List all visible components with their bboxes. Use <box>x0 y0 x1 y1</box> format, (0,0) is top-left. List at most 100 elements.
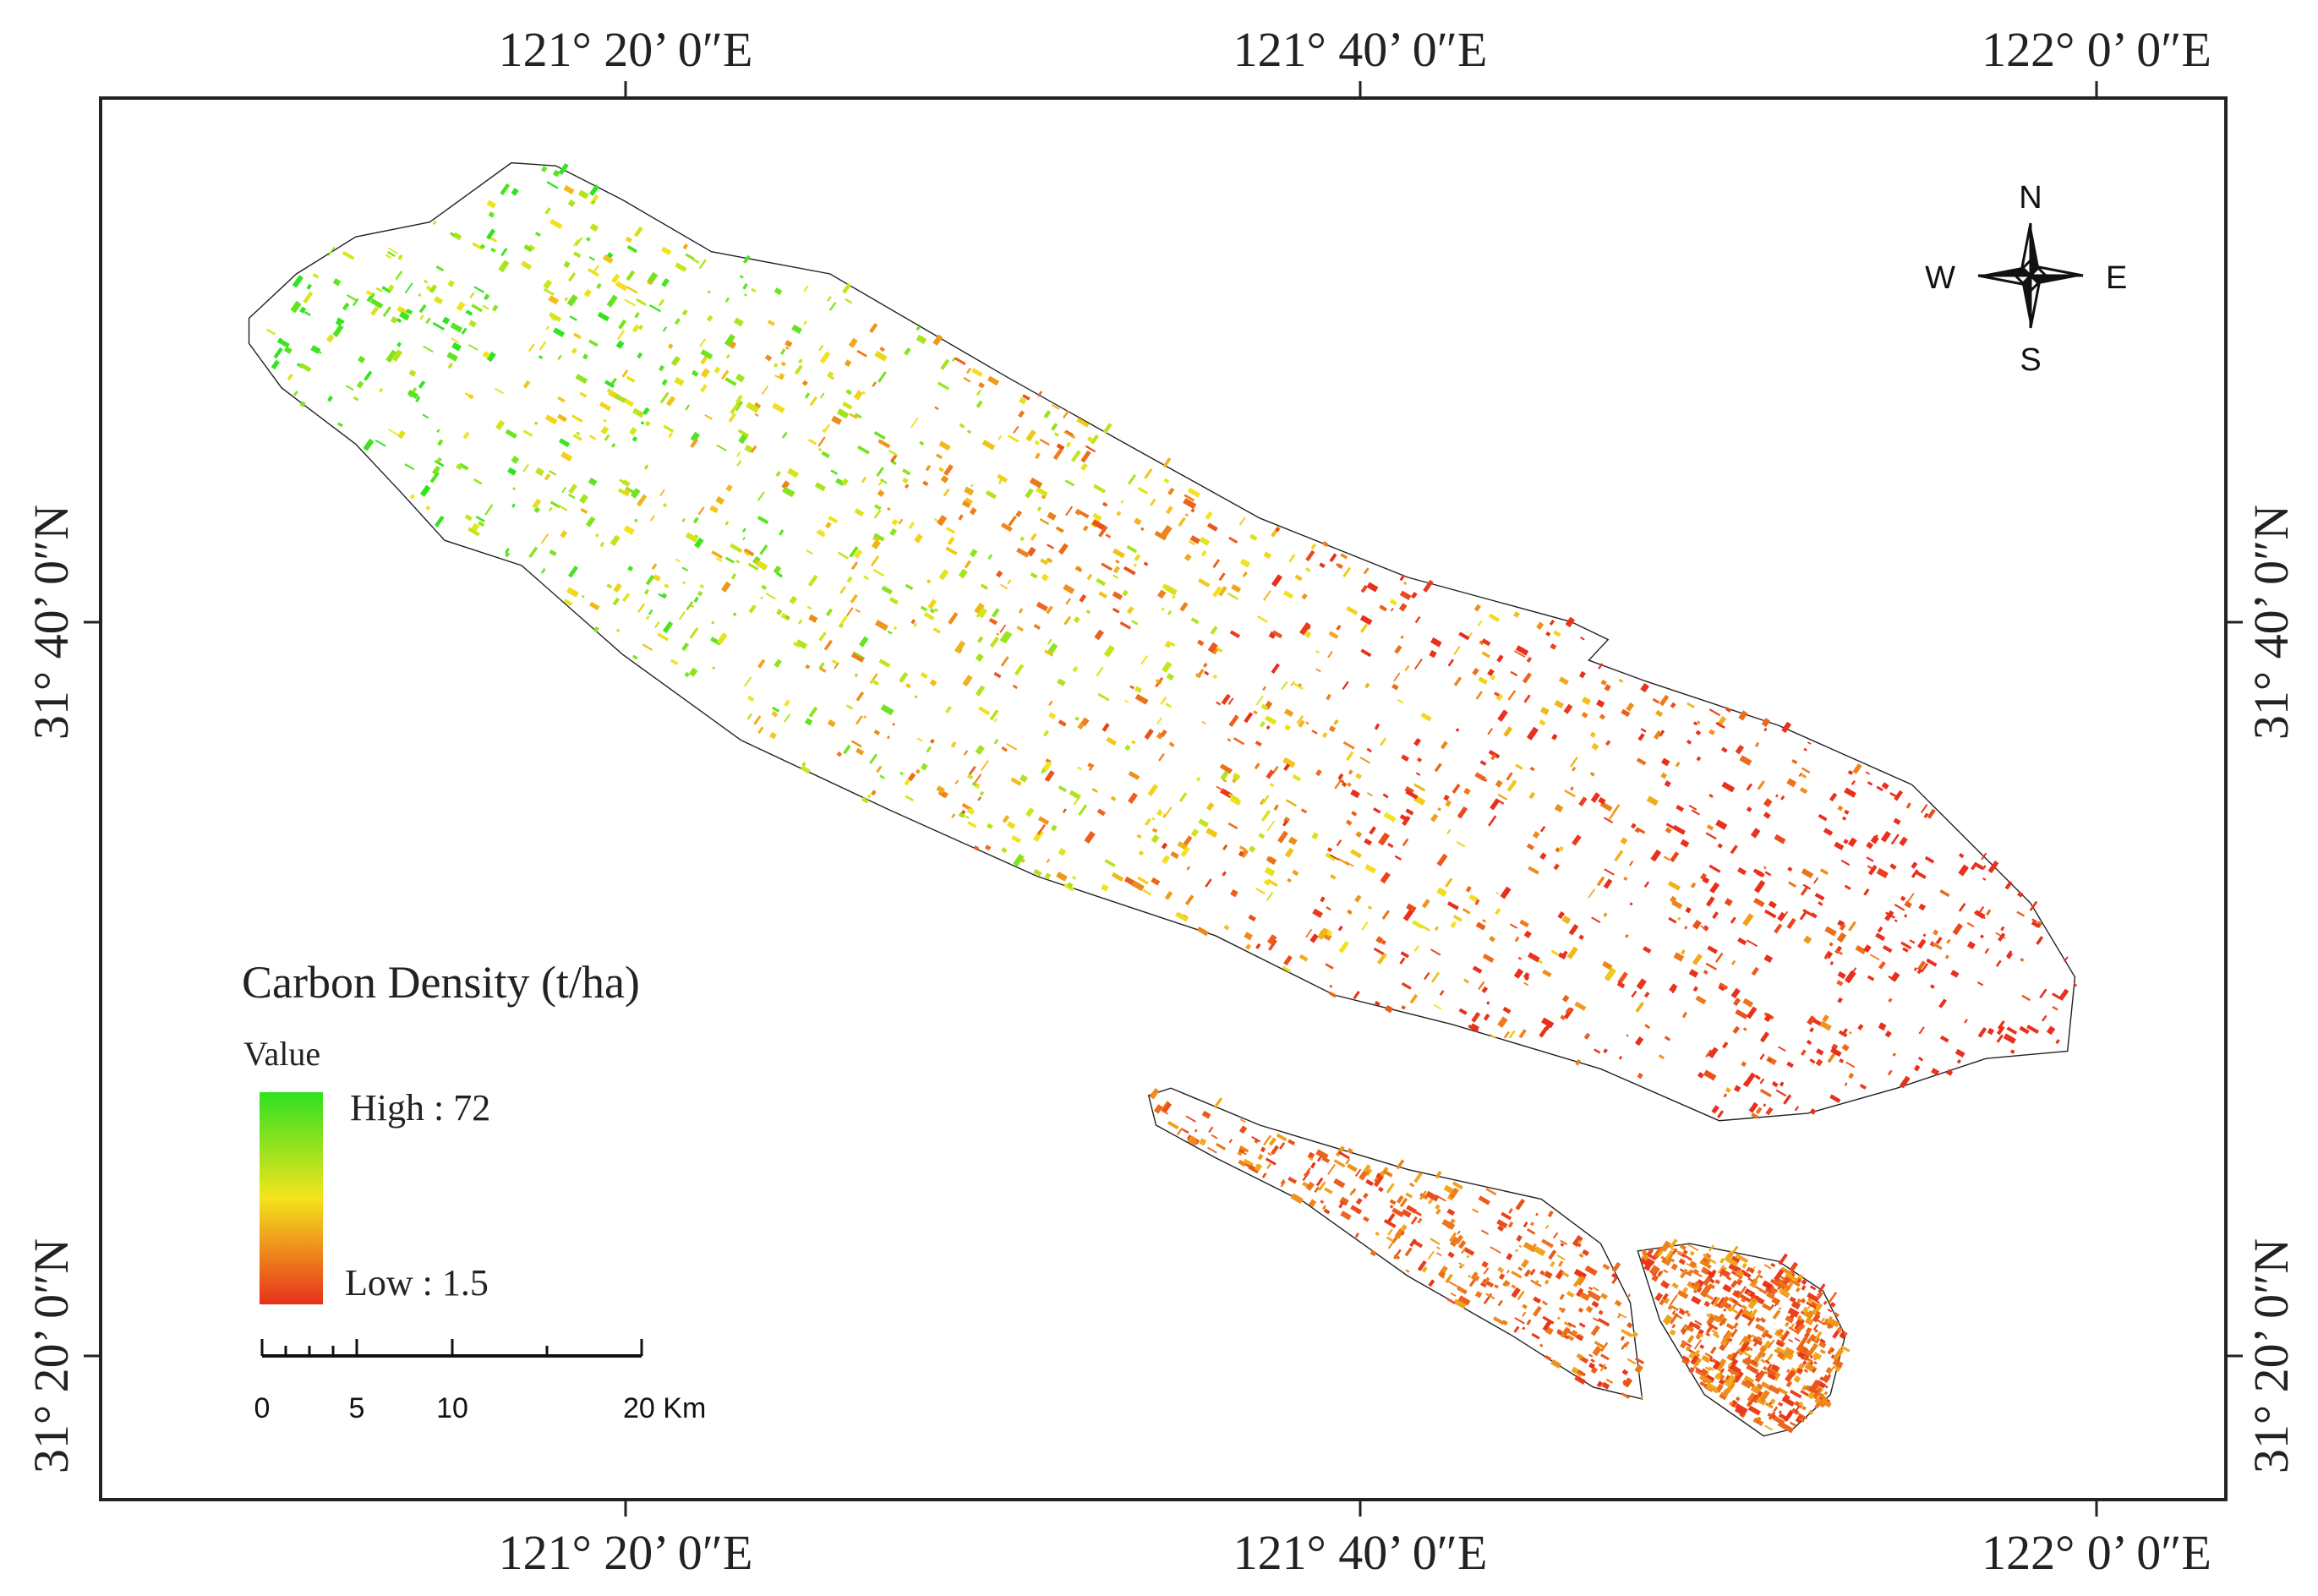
land-patch <box>312 273 320 279</box>
land-patch <box>769 731 777 740</box>
land-patch <box>1980 934 1984 939</box>
land-patch <box>1309 933 1319 943</box>
land-patch <box>1732 1365 1741 1375</box>
land-patch <box>396 342 402 347</box>
land-patch <box>1746 1266 1751 1272</box>
land-patch <box>981 440 996 451</box>
land-patch <box>2031 921 2041 929</box>
land-patch <box>661 379 668 386</box>
land-patch <box>632 407 645 418</box>
land-patch <box>1487 668 1495 677</box>
land-patch <box>1803 1369 1809 1374</box>
land-patch <box>1056 871 1068 882</box>
land-patch <box>858 636 869 648</box>
land-patch <box>1430 948 1441 956</box>
land-patch <box>798 358 803 364</box>
land-patch <box>1419 1190 1427 1200</box>
land-patch <box>1752 1299 1756 1303</box>
land-patch <box>681 642 690 652</box>
land-patch <box>1671 1309 1676 1315</box>
land-patch <box>602 254 614 264</box>
land-patch <box>1238 1159 1247 1167</box>
land-patch <box>886 735 890 740</box>
land-patch <box>1704 1374 1715 1383</box>
land-patch <box>1058 785 1067 793</box>
land-patch <box>808 706 818 718</box>
land-patch <box>2046 1025 2056 1036</box>
land-patch <box>504 551 511 558</box>
land-patch <box>1399 1197 1408 1208</box>
land-patch <box>1086 573 1093 581</box>
land-patch <box>1294 574 1303 582</box>
land-patch <box>1494 691 1500 697</box>
land-patch <box>873 533 885 542</box>
land-patch <box>1255 1163 1263 1172</box>
land-patch <box>914 533 923 544</box>
land-patch <box>750 445 757 453</box>
land-patch <box>662 620 674 634</box>
land-patch <box>996 632 1000 636</box>
land-patch <box>1199 1138 1207 1146</box>
land-patch <box>1025 488 1034 499</box>
land-patch <box>690 438 699 448</box>
land-patch <box>1730 1351 1739 1361</box>
land-patch <box>1621 1392 1630 1399</box>
land-patch <box>544 473 551 481</box>
land-patch <box>818 662 825 670</box>
land-patch <box>1227 697 1234 705</box>
land-patch <box>1208 1126 1214 1134</box>
land-patch <box>954 357 966 365</box>
land-patch <box>1205 827 1218 838</box>
land-patch <box>728 413 736 423</box>
land-patch <box>1167 1120 1179 1130</box>
land-patch <box>724 333 735 347</box>
land-patch <box>1795 1287 1801 1293</box>
land-patch <box>1844 787 1856 798</box>
land-patch <box>1513 968 1524 979</box>
land-patch <box>1262 795 1270 804</box>
land-patch <box>1803 747 1807 752</box>
land-patch <box>1798 1417 1805 1423</box>
compass-s: S <box>2020 342 2041 378</box>
land-patch <box>742 254 751 264</box>
land-patch <box>1074 508 1082 516</box>
land-patch <box>842 401 853 410</box>
land-patch <box>1212 586 1222 598</box>
land-patch <box>732 612 737 617</box>
land-patch <box>1056 443 1065 451</box>
land-patch <box>1197 577 1211 588</box>
land-patch <box>1502 1279 1509 1287</box>
land-patch <box>1646 1248 1654 1257</box>
land-patch <box>819 666 827 673</box>
land-patch <box>1558 952 1566 959</box>
land-patch <box>1065 598 1071 605</box>
land-patch <box>1590 1325 1600 1336</box>
land-patch <box>993 718 998 723</box>
land-patch <box>1522 1311 1527 1317</box>
land-patch <box>1715 721 1725 729</box>
land-patch <box>1781 721 1792 734</box>
land-patch <box>1617 971 1628 985</box>
land-patch <box>1815 1382 1821 1390</box>
land-patch <box>1730 1297 1738 1303</box>
land-patch <box>1775 1347 1785 1355</box>
land-patch <box>1311 730 1318 735</box>
land-patch <box>856 747 865 756</box>
land-patch <box>534 232 541 238</box>
land-patch <box>451 342 462 352</box>
land-patch <box>967 821 977 828</box>
land-patch <box>1315 668 1321 673</box>
land-patch <box>1913 1064 1921 1072</box>
land-patch <box>1196 926 1209 937</box>
land-patch <box>1238 1149 1247 1156</box>
land-patch <box>1495 693 1504 702</box>
land-patch <box>1663 855 1670 861</box>
land-patch <box>1212 559 1221 569</box>
land-patch <box>836 408 850 419</box>
land-patch <box>1807 1359 1812 1365</box>
land-patch <box>1599 1364 1606 1372</box>
land-patch <box>1485 1293 1495 1300</box>
land-patch <box>1161 661 1173 673</box>
land-patch <box>1751 1112 1759 1119</box>
land-patch <box>1366 792 1373 797</box>
